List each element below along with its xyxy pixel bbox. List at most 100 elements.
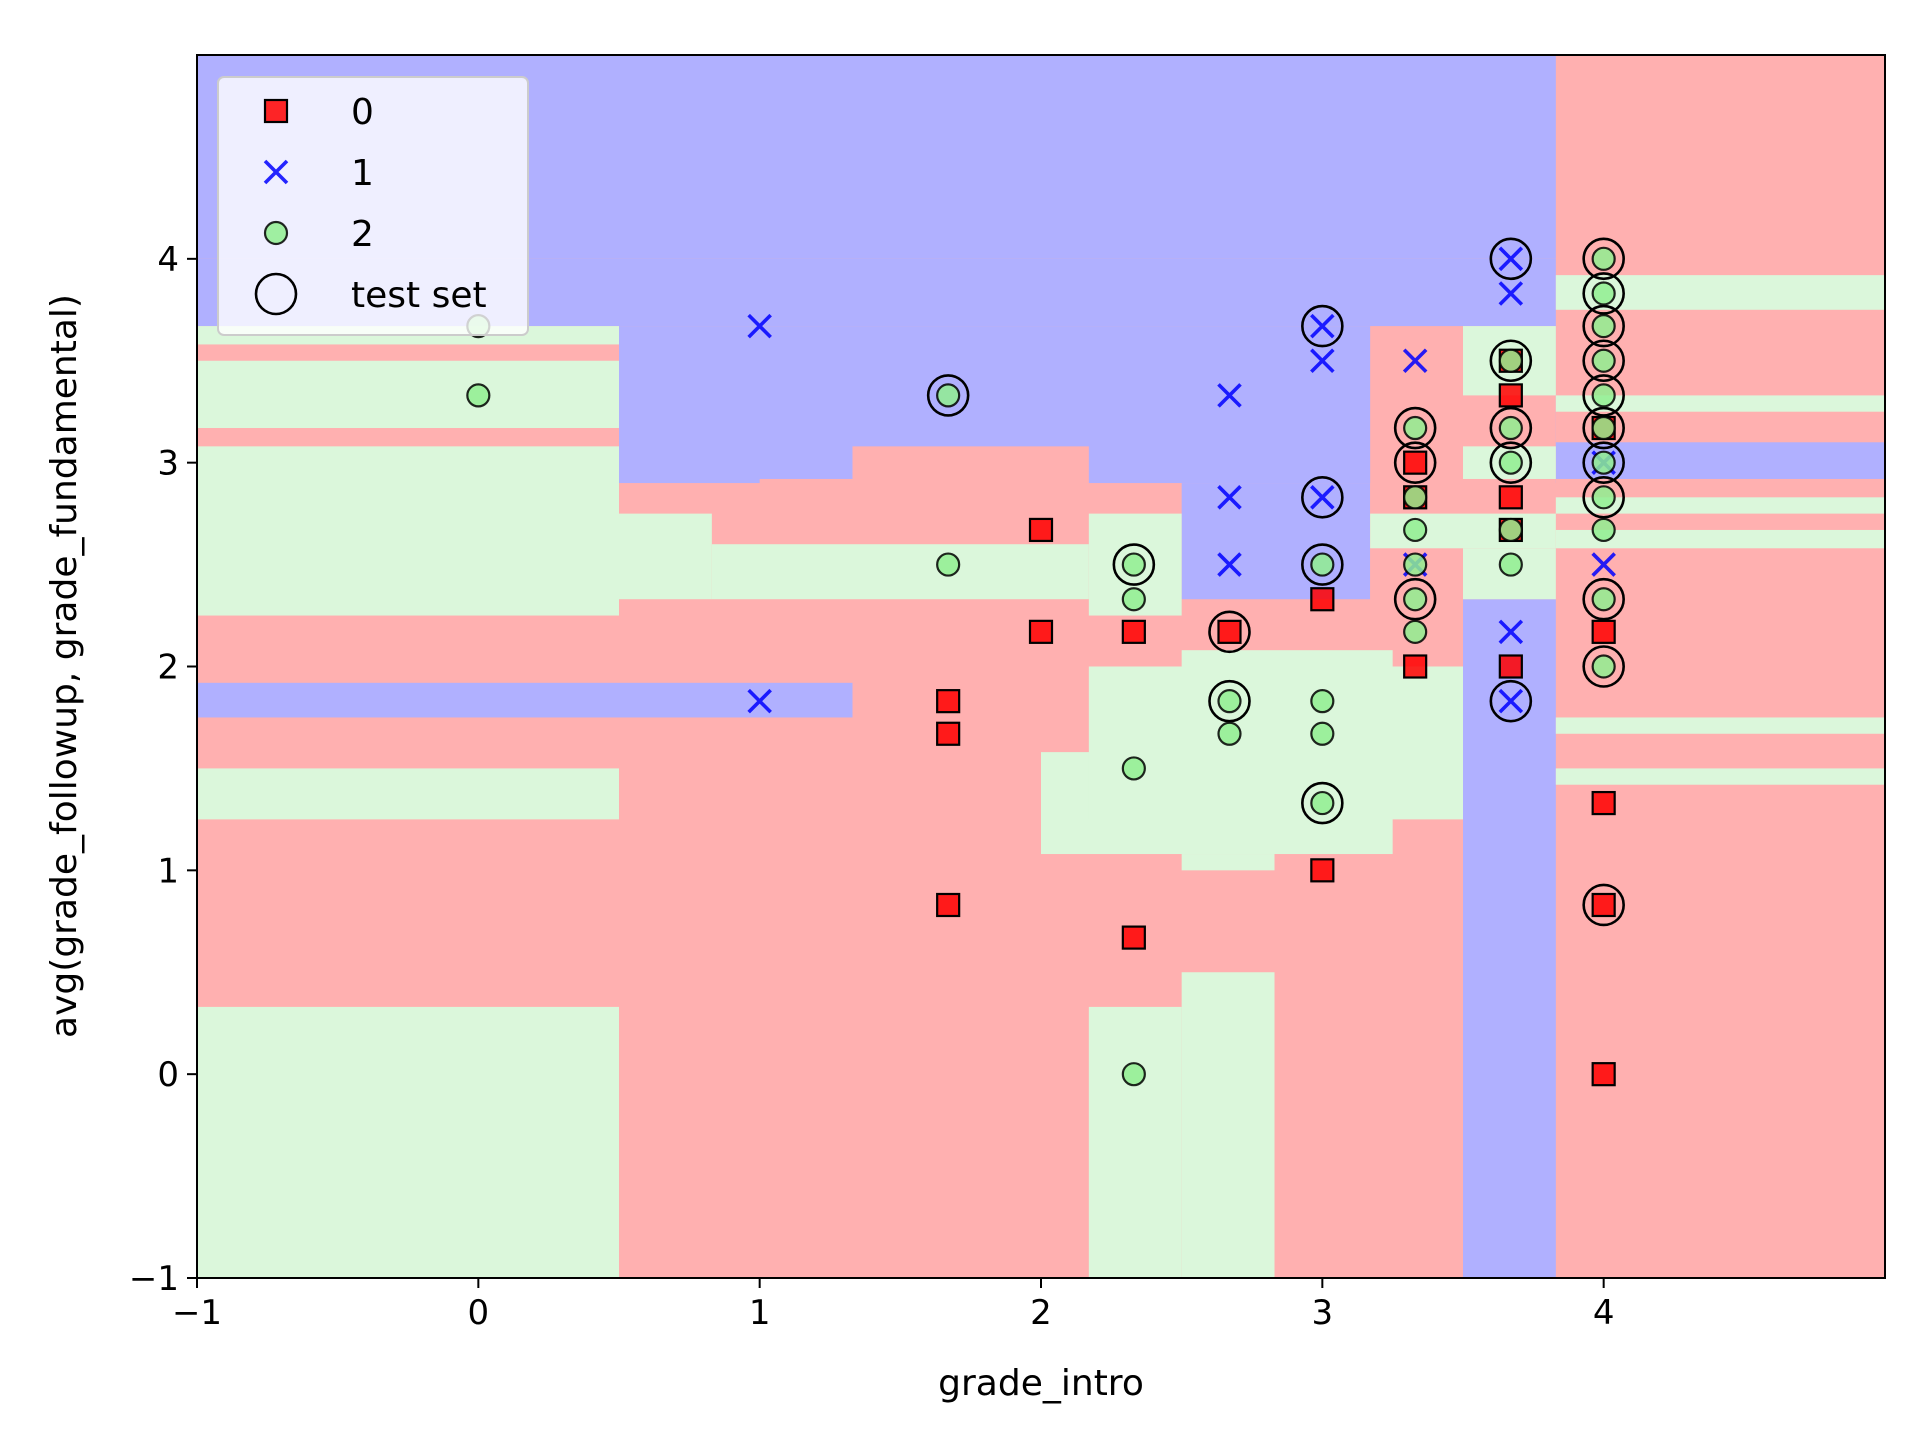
data-point-class-1 (1498, 246, 1524, 272)
region-class-0 (852, 446, 1089, 514)
test-set-marker (1582, 339, 1625, 383)
data-point-class-0 (1498, 485, 1523, 510)
data-point-class-2 (1498, 517, 1523, 543)
data-point-class-2 (1310, 689, 1335, 714)
data-point-class-2 (1217, 689, 1242, 714)
data-point-class-2 (1121, 552, 1146, 577)
data-point-class-2 (1403, 552, 1428, 577)
test-set-marker (1582, 577, 1625, 621)
test-set-marker (1582, 374, 1625, 417)
test-set-marker (1393, 441, 1437, 484)
legend-marker-circle (263, 220, 289, 246)
data-point-class-0 (1310, 858, 1335, 883)
region-class-2 (1555, 395, 1885, 412)
data-point-class-2 (1591, 517, 1616, 543)
data-point-class-0 (1591, 619, 1616, 644)
legend-label: 2 (351, 214, 374, 255)
region-class-2 (197, 1006, 619, 1278)
legend: 0 1 2 test set (217, 76, 529, 336)
test-set-rings (926, 237, 1625, 927)
region-class-2 (1555, 529, 1885, 549)
data-point-class-2 (1591, 246, 1616, 271)
data-point-class-2 (1403, 485, 1428, 510)
x-tick-label: 2 (1030, 1293, 1052, 1333)
test-set-marker (1582, 441, 1625, 484)
x-tick-label: 1 (749, 1293, 771, 1333)
region-class-2 (1555, 717, 1885, 734)
data-point-class-2 (1310, 552, 1335, 577)
data-point-class-1 (1217, 552, 1242, 577)
test-set-marker (926, 374, 970, 417)
y-tick-label: 4 (157, 240, 179, 280)
data-points (466, 246, 1616, 1087)
test-set-marker (1112, 543, 1156, 586)
test-set-marker (1582, 476, 1625, 519)
data-point-class-2 (1591, 313, 1616, 339)
data-point-class-0 (1498, 654, 1523, 679)
region-class-2 (1088, 666, 1463, 820)
region-class-2 (1088, 1006, 1182, 1278)
test-set-marker (1489, 441, 1533, 484)
data-point-class-1 (1498, 688, 1524, 714)
data-point-class-0 (1591, 1062, 1616, 1087)
data-point-class-0 (1028, 517, 1054, 543)
data-point-class-1 (1310, 313, 1335, 339)
test-set-marker (1582, 883, 1625, 927)
test-set-marker (1301, 304, 1344, 348)
x-tick-label: 3 (1312, 1293, 1334, 1333)
data-point-class-0 (1121, 925, 1146, 950)
data-point-class-2 (1498, 415, 1523, 441)
region-class-0 (759, 478, 853, 498)
data-point-class-2 (1591, 450, 1616, 475)
data-point-class-1 (1591, 552, 1616, 577)
data-point-class-2 (1591, 415, 1616, 441)
y-tick-label: 0 (157, 1055, 179, 1095)
data-point-class-1 (747, 688, 772, 714)
data-point-class-2 (936, 383, 961, 408)
test-set-marker (1301, 476, 1344, 519)
region-class-2 (1555, 768, 1885, 785)
data-point-class-0 (1403, 654, 1428, 679)
data-point-class-2 (1121, 756, 1146, 781)
test-set-marker (1582, 645, 1625, 688)
region-class-2 (1181, 650, 1393, 667)
legend-marker-test-set (254, 272, 298, 316)
test-set-marker (1489, 679, 1533, 723)
test-set-marker (1393, 406, 1437, 450)
legend-marker-square (263, 98, 289, 124)
data-point-class-2 (1591, 587, 1616, 612)
data-point-class-0 (1028, 619, 1054, 644)
data-point-class-2 (1591, 654, 1616, 679)
data-point-class-1 (1217, 485, 1242, 510)
data-point-class-0 (936, 892, 961, 918)
x-axis-label: grade_intro (938, 1363, 1144, 1404)
data-point-class-2 (1591, 383, 1616, 408)
data-point-class-1 (747, 313, 772, 339)
data-point-class-0 (1403, 450, 1428, 475)
test-set-marker (1489, 339, 1533, 383)
test-set-marker (1582, 304, 1625, 348)
test-set-marker (1582, 406, 1625, 450)
region-class-1 (1463, 599, 1556, 1278)
data-point-class-2 (466, 383, 491, 408)
x-tick-label: 4 (1593, 1293, 1615, 1333)
data-point-class-0 (936, 689, 961, 714)
data-point-class-2 (1591, 348, 1616, 373)
y-tick-label: 1 (157, 851, 179, 891)
data-point-class-1 (1402, 348, 1428, 374)
region-class-1 (197, 682, 853, 718)
data-point-class-0 (1121, 619, 1146, 644)
data-point-class-0 (1591, 790, 1616, 816)
data-point-class-2 (1403, 587, 1428, 612)
data-point-class-2 (1121, 1062, 1146, 1087)
y-tick-label: 2 (157, 648, 179, 688)
legend-label: 1 (351, 153, 374, 194)
data-point-class-2 (1403, 517, 1428, 543)
test-set-marker (1489, 237, 1533, 281)
data-point-class-0 (1591, 892, 1616, 918)
data-point-class-0 (1498, 383, 1523, 408)
legend-label: 0 (351, 92, 374, 133)
data-point-class-2 (1591, 485, 1616, 510)
region-class-2 (1370, 513, 1556, 549)
